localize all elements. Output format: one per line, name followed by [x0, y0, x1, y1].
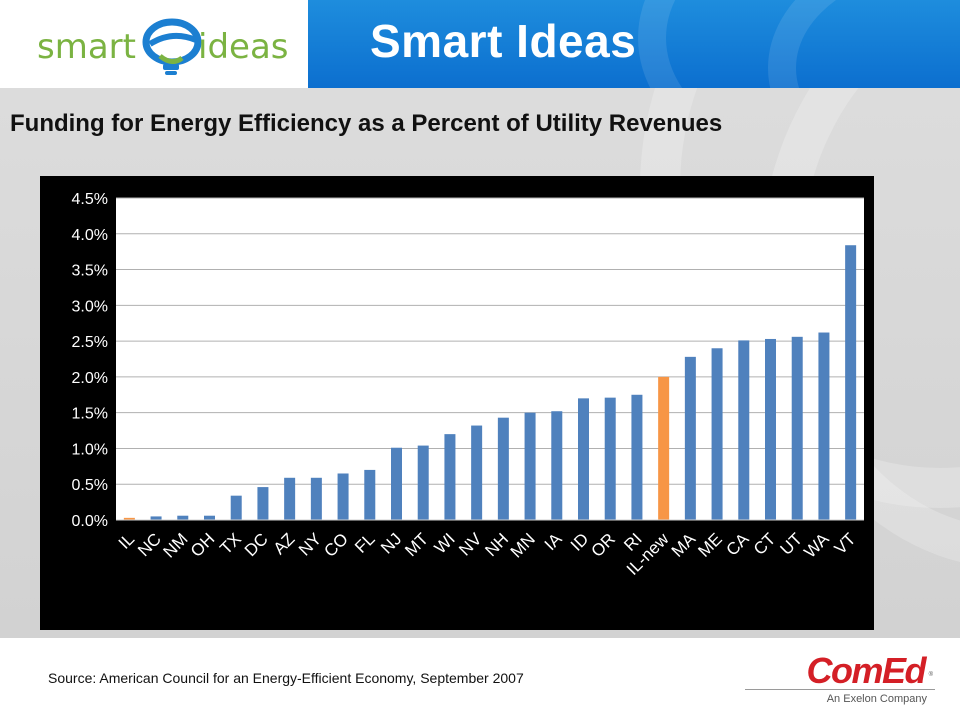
- x-tick-label: CT: [750, 529, 779, 558]
- bar-me: [711, 348, 723, 520]
- x-tick-label: WA: [800, 529, 833, 562]
- y-tick-label: 0.0%: [72, 513, 108, 530]
- logo-text-smart: smart: [37, 27, 136, 67]
- x-tick-label: VT: [831, 529, 860, 558]
- bar-wi: [444, 434, 456, 520]
- bar-nv: [471, 425, 483, 520]
- y-tick-label: 4.5%: [72, 191, 108, 208]
- y-tick-label: 1.5%: [72, 406, 108, 423]
- bar-ma: [684, 356, 696, 520]
- slide-header: smart ideas Smart Ideas: [0, 0, 960, 88]
- x-tick-label: MT: [401, 529, 432, 560]
- bar-tx: [230, 495, 242, 520]
- y-tick-label: 3.5%: [72, 263, 108, 280]
- x-tick-label: NY: [295, 529, 325, 559]
- bar-oh: [204, 515, 215, 520]
- lightbulb-swirl-icon: [142, 18, 202, 75]
- bar-ny: [310, 477, 322, 520]
- x-tick-label: IA: [541, 529, 566, 554]
- x-tick-label: ID: [567, 529, 592, 554]
- comed-logo-text: ComEd: [806, 650, 927, 691]
- x-tick-label: NH: [481, 529, 512, 560]
- bar-nm: [177, 515, 189, 520]
- x-tick-label: NJ: [377, 529, 405, 557]
- plot-area: [116, 198, 864, 520]
- bar-wa: [818, 332, 830, 520]
- smart-ideas-logo-graphic: smart ideas: [37, 18, 289, 75]
- bar-dc: [257, 487, 269, 520]
- y-tick-label: 2.5%: [72, 334, 108, 351]
- bar-ut: [791, 336, 803, 520]
- chart-title: Funding for Energy Efficiency as a Perce…: [10, 110, 723, 137]
- bar-ri: [631, 394, 643, 520]
- x-tick-label: WI: [431, 529, 459, 557]
- bar-mn: [524, 412, 536, 520]
- x-tick-label: FL: [351, 529, 378, 556]
- x-tick-label: MA: [668, 529, 700, 561]
- y-tick-label: 2.0%: [72, 370, 108, 387]
- bar-ia: [551, 411, 563, 520]
- x-tick-label: CO: [320, 529, 351, 560]
- bar-nj: [391, 447, 402, 520]
- bar-ca: [738, 340, 750, 520]
- bar-id: [578, 398, 589, 520]
- x-tick-label: TX: [216, 529, 245, 558]
- bar-mt: [417, 445, 429, 520]
- slide-title: Smart Ideas: [370, 15, 637, 67]
- bar-or: [604, 397, 616, 520]
- x-tick-label: NC: [134, 529, 165, 560]
- x-tick-label: CA: [722, 529, 753, 560]
- bar-nc: [150, 516, 162, 520]
- bar-vt: [845, 245, 857, 520]
- y-tick-label: 3.0%: [72, 298, 108, 315]
- bar-ct: [765, 338, 776, 520]
- registered-mark: ®: [928, 672, 933, 678]
- comed-tagline: An Exelon Company: [826, 693, 927, 705]
- logo-divider: [745, 689, 935, 690]
- bar-nh: [497, 417, 509, 520]
- x-tick-label: IL: [115, 529, 138, 552]
- source-note: Source: American Council for an Energy-E…: [48, 670, 524, 686]
- x-tick-label: ME: [694, 529, 725, 560]
- bar-fl: [364, 469, 376, 520]
- logo-text-ideas: ideas: [198, 27, 289, 67]
- bar-co: [337, 473, 349, 520]
- bar-az: [284, 477, 296, 520]
- y-tick-label: 0.5%: [72, 477, 108, 494]
- x-tick-label: UT: [777, 529, 806, 558]
- x-tick-label: OH: [187, 529, 218, 560]
- y-tick-label: 4.0%: [72, 227, 108, 244]
- bar-il-new: [658, 376, 670, 520]
- y-tick-label: 1.0%: [72, 441, 108, 458]
- comed-logo: ComEd ® An Exelon Company: [745, 650, 945, 710]
- x-tick-label: NM: [159, 529, 191, 561]
- title-bar: Smart Ideas: [308, 0, 960, 88]
- x-tick-label: NV: [455, 529, 486, 560]
- x-tick-label: AZ: [270, 529, 299, 558]
- x-tick-label: DC: [241, 529, 272, 560]
- smart-ideas-logo: smart ideas: [0, 0, 308, 88]
- bar-il: [123, 517, 135, 520]
- bar-chart: 0.0% 0.5% 1.0% 1.5% 2.0% 2.5% 3.0% 3.5% 4.0% 4.5%…: [72, 191, 864, 579]
- x-tick-label: MN: [507, 529, 539, 561]
- x-tick-label: OR: [588, 529, 619, 560]
- chart-frame: 0.0% 0.5% 1.0% 1.5% 2.0% 2.5% 3.0% 3.5% 4.0% 4.5%…: [40, 176, 874, 630]
